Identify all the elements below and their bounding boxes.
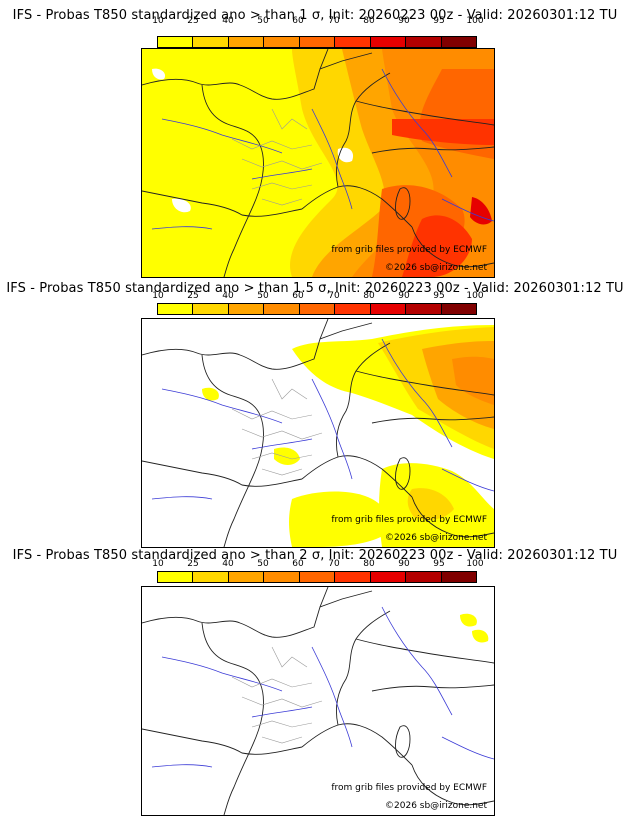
colorbar-segment: [158, 304, 194, 314]
colorbar: [157, 36, 477, 48]
colorbar-segment: [406, 572, 442, 582]
colorbar-tick: 40: [222, 291, 234, 301]
colorbar-segment: [193, 304, 229, 314]
colorbar-tick: 80: [363, 291, 375, 301]
map-panel-1: IFS - Probas T850 standardized ano > tha…: [0, 0, 630, 278]
colorbar-tick: 100: [466, 559, 484, 569]
colorbar-tick: 50: [257, 16, 269, 26]
colorbar: [157, 571, 477, 583]
colorbar-tick: 95: [433, 559, 445, 569]
map-graphic: [142, 587, 494, 815]
colorbar-segment: [299, 572, 336, 582]
colorbar-tick: 70: [328, 559, 340, 569]
colorbar-segment: [158, 37, 194, 47]
colorbar-tick: 25: [187, 559, 199, 569]
data-source-credit: from grib files provided by ECMWF: [331, 783, 487, 793]
panel-title: IFS - Probas T850 standardized ano > tha…: [6, 281, 624, 296]
colorbar-segment: [193, 37, 229, 47]
colorbar-segment: [264, 304, 300, 314]
colorbar-tick: 10: [152, 291, 164, 301]
colorbar-segment: [335, 304, 371, 314]
probability-map: from grib files provided by ECMWF ©2026 …: [141, 48, 495, 278]
colorbar-tick: 25: [187, 291, 199, 301]
colorbar-tick: 95: [433, 16, 445, 26]
colorbar-segment: [299, 304, 336, 314]
colorbar-segment: [370, 572, 407, 582]
data-source-credit: from grib files provided by ECMWF: [331, 515, 487, 525]
map-panel-3: IFS - Probas T850 standardized ano > tha…: [0, 548, 630, 820]
colorbar-segment: [335, 572, 371, 582]
colorbar-tick: 90: [398, 291, 410, 301]
colorbar-tick: 60: [292, 291, 304, 301]
colorbar-segment: [264, 37, 300, 47]
copyright-credit: ©2026 sb@irizone.net: [385, 801, 487, 811]
colorbar-segment: [335, 37, 371, 47]
colorbar-segment: [193, 572, 229, 582]
colorbar-tick: 40: [222, 16, 234, 26]
map-graphic: [142, 49, 494, 277]
colorbar-segment: [441, 572, 476, 582]
colorbar-segment: [228, 572, 265, 582]
colorbar-segment: [370, 304, 407, 314]
colorbar-tick: 90: [398, 559, 410, 569]
copyright-credit: ©2026 sb@irizone.net: [385, 263, 487, 273]
map-panel-2: IFS - Probas T850 standardized ano > tha…: [0, 278, 630, 550]
colorbar-tick: 100: [466, 291, 484, 301]
colorbar-segment: [441, 37, 476, 47]
panel-title: IFS - Probas T850 standardized ano > tha…: [12, 8, 618, 23]
colorbar-segment: [406, 37, 442, 47]
colorbar: [157, 303, 477, 315]
colorbar-tick: 70: [328, 16, 340, 26]
colorbar-tick: 10: [152, 559, 164, 569]
colorbar-tick: 100: [466, 16, 484, 26]
colorbar-tick: 50: [257, 559, 269, 569]
colorbar-segment: [370, 37, 407, 47]
colorbar-tick: 50: [257, 291, 269, 301]
data-source-credit: from grib files provided by ECMWF: [331, 245, 487, 255]
colorbar-segment: [228, 37, 265, 47]
panel-title: IFS - Probas T850 standardized ano > tha…: [12, 548, 618, 563]
copyright-credit: ©2026 sb@irizone.net: [385, 533, 487, 543]
colorbar-tick: 25: [187, 16, 199, 26]
colorbar-tick: 40: [222, 559, 234, 569]
colorbar-tick: 60: [292, 16, 304, 26]
colorbar-segment: [441, 304, 476, 314]
colorbar-segment: [299, 37, 336, 47]
probability-map: from grib files provided by ECMWF ©2026 …: [141, 318, 495, 548]
map-graphic: [142, 319, 494, 547]
probability-map: from grib files provided by ECMWF ©2026 …: [141, 586, 495, 816]
colorbar-tick: 10: [152, 16, 164, 26]
colorbar-tick: 80: [363, 16, 375, 26]
colorbar-segment: [406, 304, 442, 314]
colorbar-segment: [264, 572, 300, 582]
colorbar-tick: 60: [292, 559, 304, 569]
colorbar-tick: 80: [363, 559, 375, 569]
colorbar-tick: 90: [398, 16, 410, 26]
colorbar-segment: [228, 304, 265, 314]
colorbar-segment: [158, 572, 194, 582]
colorbar-tick: 70: [328, 291, 340, 301]
colorbar-tick: 95: [433, 291, 445, 301]
